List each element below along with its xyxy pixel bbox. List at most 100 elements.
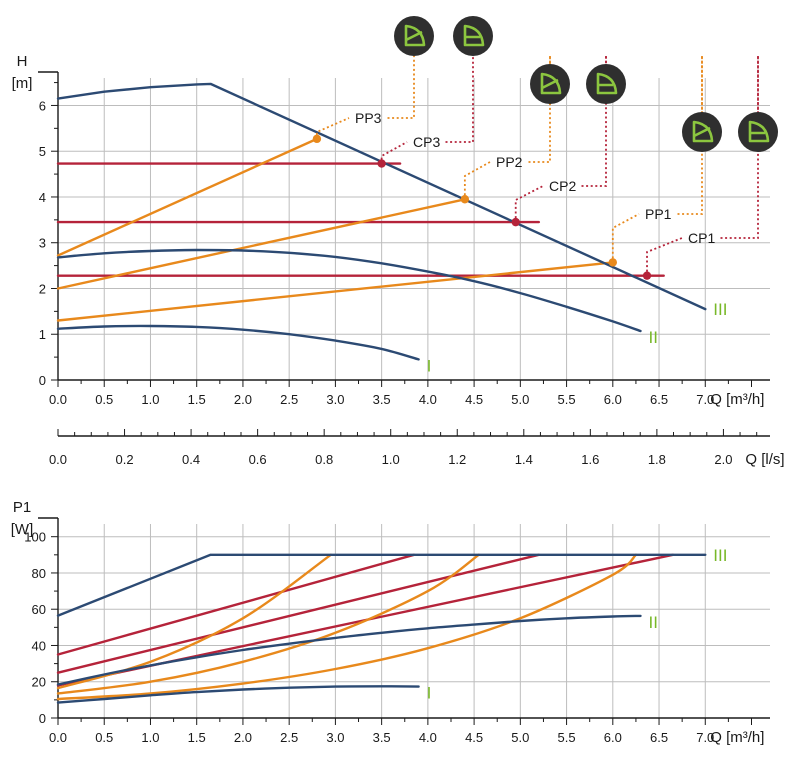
proportional-pressure-icon — [530, 64, 570, 104]
constant-curve-glyph — [748, 120, 770, 143]
head-x-tick-label: 5.5 — [558, 392, 576, 407]
callout-connector-pp1 — [677, 56, 703, 215]
head-y-tick-label: 0 — [39, 373, 46, 388]
constant-pressure-icon — [586, 64, 626, 104]
power-x-tick-label: 1.0 — [141, 730, 159, 745]
flow-tick-label: 0.4 — [182, 452, 200, 467]
mode-callouts: PP3 CP3 PP2 CP2 PP1 CP1 — [316, 56, 759, 272]
head-speed-label-i: I — [427, 356, 432, 375]
head-x-tick-label: 4.5 — [465, 392, 483, 407]
power-axes: 0.0 0.5 1.0 1.5 2.0 2.5 3.0 3.5 4.0 4.5 5.0 5.5 6.0 6… — [11, 499, 770, 746]
head-cp-point-cp3 — [377, 159, 386, 168]
callout-label-pp2: PP2 — [496, 154, 523, 170]
callout-leader-cp1 — [646, 237, 683, 272]
flow-tick-label: 2.0 — [714, 452, 732, 467]
head-x-tick-label: 7.0 — [696, 392, 714, 407]
power-x-tick-label: 1.5 — [188, 730, 206, 745]
head-x-tick-label: 1.0 — [141, 392, 159, 407]
head-x-tick-label: 2.0 — [234, 392, 252, 407]
power-x-axis-title: Q [m³/h] — [710, 729, 764, 746]
callout-leader-pp2 — [463, 161, 491, 196]
head-y-tick-label: 1 — [39, 327, 46, 342]
power-x-tick-label: 0.5 — [95, 730, 113, 745]
power-speed-curve-ii — [56, 614, 642, 686]
power-cp-line-cp3 — [56, 553, 416, 656]
proportional-pressure-icon — [394, 16, 434, 56]
head-speed-curve-ii — [56, 248, 642, 333]
flow-tick-label: 1.6 — [581, 452, 599, 467]
power-grid — [58, 524, 770, 718]
power-x-tick-label: 2.0 — [234, 730, 252, 745]
mode-badges — [394, 16, 778, 152]
power-x-tick-label: 3.0 — [326, 730, 344, 745]
power-y-tick-label: 60 — [32, 602, 46, 617]
constant-pressure-icon — [453, 16, 493, 56]
head-x-tick-label: 4.0 — [419, 392, 437, 407]
head-y-axis-unit: [m] — [12, 75, 33, 92]
head-pp-point-pp1 — [608, 258, 618, 267]
power-x-tick-label: 5.0 — [511, 730, 529, 745]
callout-label-pp3: PP3 — [355, 110, 382, 126]
proportional-curve-glyph — [404, 24, 426, 47]
flow-ls-axis: 0.0 0.2 0.4 0.6 0.8 1.0 1.2 1.4 1.6 1.8 2.0 Q [l/s] — [49, 429, 785, 468]
head-x-axis-title: Q [m³/h] — [710, 391, 764, 408]
flow-axis-title: Q [l/s] — [745, 451, 784, 468]
flow-tick-label: 0.6 — [249, 452, 267, 467]
callout-connector-cp1 — [720, 56, 759, 239]
power-y-tick-label: 40 — [32, 638, 46, 653]
power-y-tick-label: 20 — [32, 675, 46, 690]
head-speed-curve-i — [56, 324, 420, 361]
power-cp-line-cp2 — [56, 553, 540, 674]
power-y-axis-unit: [W] — [11, 521, 34, 538]
head-curves — [56, 82, 707, 361]
callout-leader-pp3 — [316, 117, 350, 135]
head-x-tick-label: 3.5 — [373, 392, 391, 407]
head-x-tick-label: 0.5 — [95, 392, 113, 407]
power-x-tick-label: 6.5 — [650, 730, 668, 745]
power-pp-line-pp2 — [56, 553, 480, 695]
power-y-tick-label: 100 — [24, 530, 46, 545]
head-cp-point-cp1 — [642, 271, 652, 280]
power-x-tick-label: 3.5 — [373, 730, 391, 745]
head-y-tick-label: 2 — [39, 281, 46, 296]
head-grid — [58, 78, 770, 380]
head-speed-curve-iii — [56, 82, 707, 311]
head-pp-line-pp3 — [56, 137, 319, 257]
power-curves — [56, 553, 707, 704]
head-y-axis-title: H — [17, 53, 28, 70]
power-x-tick-label: 4.5 — [465, 730, 483, 745]
head-y-tick-label: 3 — [39, 236, 46, 251]
power-x-tick-label: 6.0 — [604, 730, 622, 745]
head-y-tick-label: 5 — [39, 144, 46, 159]
head-pp-point-pp2 — [460, 195, 470, 204]
callout-connector-cp3 — [445, 56, 474, 143]
head-y-tick-label: 4 — [39, 190, 46, 205]
power-pp-line-pp1 — [56, 553, 638, 701]
constant-curve-glyph — [463, 24, 485, 47]
head-chart-panel: 0.0 0.5 1.0 1.5 2.0 2.5 3.0 3.5 4.0 4.5 5.0 5.5 6.0 6… — [12, 53, 770, 408]
constant-curve-glyph — [596, 72, 618, 95]
head-speed-label-ii: II — [649, 328, 658, 347]
callout-label-pp1: PP1 — [645, 206, 672, 222]
callout-leader-pp1 — [611, 213, 640, 259]
head-pp-line-pp1 — [56, 261, 614, 322]
power-x-tick-label: 4.0 — [419, 730, 437, 745]
power-x-tick-label: 0.0 — [49, 730, 67, 745]
power-chart-panel: 0.0 0.5 1.0 1.5 2.0 2.5 3.0 3.5 4.0 4.5 5.0 5.5 6.0 6… — [11, 499, 770, 746]
flow-tick-label: 0.0 — [49, 452, 67, 467]
head-pp-point-pp3 — [312, 134, 322, 144]
flow-tick-label: 0.8 — [315, 452, 333, 467]
callout-leader-cp3 — [380, 141, 408, 160]
power-speed-label-ii: II — [649, 613, 658, 632]
power-y-tick-label: 80 — [32, 566, 46, 581]
head-x-tick-label: 3.0 — [326, 392, 344, 407]
power-pp-line-pp3 — [56, 553, 332, 690]
head-x-tick-label: 0.0 — [49, 392, 67, 407]
head-pp-line-pp2 — [56, 198, 467, 290]
callout-leader-cp2 — [514, 185, 544, 219]
constant-pressure-icon — [738, 112, 778, 152]
power-speed-label-i: I — [427, 684, 432, 703]
power-x-tick-label: 2.5 — [280, 730, 298, 745]
